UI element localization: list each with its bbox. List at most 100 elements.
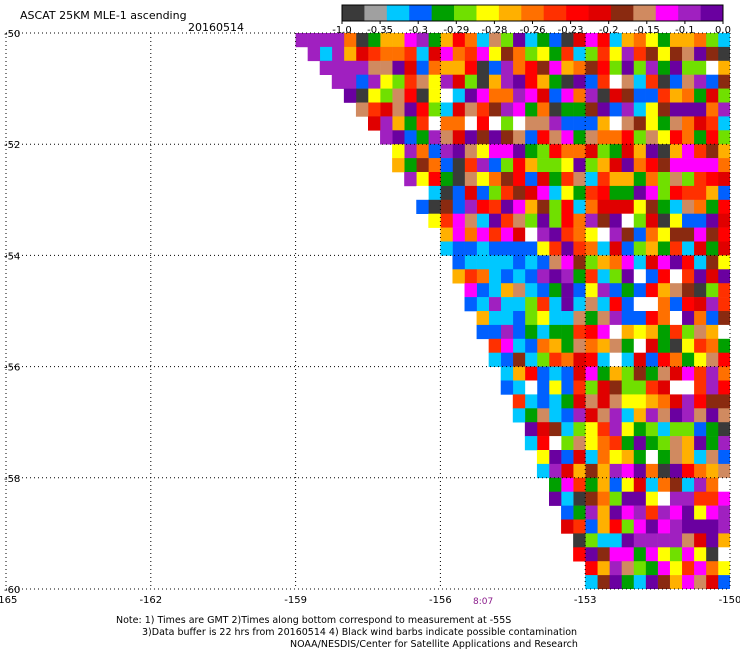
heatmap-cell <box>633 255 646 270</box>
heatmap-cell <box>657 463 670 479</box>
heatmap-cell <box>488 297 502 312</box>
heatmap-cell <box>621 561 634 576</box>
heatmap-cell <box>693 366 707 381</box>
heatmap-cell <box>621 505 634 520</box>
heatmap-cell <box>428 172 441 187</box>
heatmap-cell <box>476 60 489 75</box>
heatmap-cell <box>500 338 514 353</box>
heatmap-cell <box>717 436 730 451</box>
y-tick-label: -50 <box>4 29 20 40</box>
heatmap-cell <box>524 366 538 381</box>
heatmap-cell <box>428 33 441 48</box>
heatmap-cell <box>621 366 634 381</box>
heatmap-cell <box>549 88 562 103</box>
colorbar-swatch <box>521 5 545 21</box>
heatmap-cell <box>717 227 730 242</box>
heatmap-cell <box>392 88 405 103</box>
colorbar-swatch <box>431 5 455 21</box>
heatmap-cell <box>693 33 707 48</box>
heatmap-cell <box>669 505 683 520</box>
heatmap-cell <box>368 88 381 103</box>
heatmap-cell <box>355 60 369 75</box>
heatmap-cell <box>512 116 526 131</box>
heatmap-cell <box>524 241 538 256</box>
heatmap-cell <box>633 366 646 381</box>
heatmap-cell <box>705 255 719 270</box>
heatmap-cell <box>416 102 429 117</box>
heatmap-cell <box>717 519 730 534</box>
heatmap-cell <box>669 130 683 145</box>
heatmap-cell <box>645 547 658 562</box>
heatmap-cell <box>645 408 658 423</box>
heatmap-cell <box>609 46 622 62</box>
heatmap-cell <box>488 144 502 159</box>
heatmap-cell <box>488 46 502 62</box>
heatmap-cell <box>681 33 695 48</box>
heatmap-cell <box>609 575 622 589</box>
heatmap-cell <box>295 33 308 48</box>
heatmap-cell <box>536 144 550 159</box>
heatmap-cell <box>669 283 683 298</box>
heatmap-cell <box>512 130 526 145</box>
heatmap-cell <box>368 46 381 62</box>
heatmap-cell <box>488 116 502 131</box>
heatmap-cell <box>573 283 586 298</box>
heatmap-cell <box>621 241 634 256</box>
heatmap-cell <box>585 408 598 423</box>
note-line-2: 3)Data buffer is 22 hrs from 20160514 4)… <box>142 627 578 638</box>
heatmap-cell <box>561 213 574 228</box>
heatmap-cell <box>609 394 622 409</box>
heatmap-cell <box>536 185 550 201</box>
heatmap-cell <box>416 46 429 62</box>
heatmap-cell <box>452 60 465 75</box>
colorbar-swatch <box>543 5 567 21</box>
heatmap-cell <box>597 297 610 312</box>
colorbar-label: -1.0 <box>332 25 352 36</box>
colorbar-swatch <box>700 5 724 21</box>
heatmap-cell <box>645 60 658 75</box>
heatmap-cell <box>645 394 658 409</box>
heatmap-cell <box>319 33 333 48</box>
heatmap-cell <box>512 380 526 395</box>
heatmap-cell <box>633 463 646 479</box>
heatmap-cell <box>331 74 345 89</box>
heatmap-cell <box>645 491 658 506</box>
heatmap-cell <box>681 561 695 576</box>
heatmap-cell <box>717 477 730 492</box>
heatmap-cell <box>597 505 610 520</box>
heatmap-cell <box>488 158 502 173</box>
heatmap-cell <box>549 116 562 131</box>
heatmap-cell <box>681 241 695 256</box>
y-tick-label: -60 <box>4 585 20 596</box>
heatmap-cell <box>657 144 670 159</box>
heatmap-cell <box>693 311 707 326</box>
heatmap-cell <box>428 74 441 89</box>
heatmap-cell <box>512 185 526 201</box>
heatmap-cell <box>464 116 477 131</box>
heatmap-cell <box>536 130 550 145</box>
heatmap-cell <box>597 241 610 256</box>
heatmap-cell <box>464 269 477 284</box>
heatmap-cell <box>693 185 707 201</box>
heatmap-cell <box>645 116 658 131</box>
heatmap-cell <box>512 60 526 75</box>
heatmap-cell <box>633 436 646 451</box>
heatmap-cell <box>681 269 695 284</box>
heatmap-cell <box>524 227 538 242</box>
heatmap-cell <box>428 88 441 103</box>
heatmap-cell <box>512 297 526 312</box>
heatmap-cell <box>549 172 562 187</box>
heatmap-cell <box>476 88 489 103</box>
heatmap-cell <box>705 102 719 117</box>
heatmap-cell <box>573 297 586 312</box>
heatmap-cell <box>416 74 429 89</box>
heatmap-cell <box>633 450 646 465</box>
heatmap-cell <box>633 172 646 187</box>
heatmap-cell <box>512 213 526 228</box>
heatmap-cell <box>549 158 562 173</box>
heatmap-cell <box>585 575 598 589</box>
heatmap-cell <box>681 491 695 506</box>
heatmap-cell <box>669 241 683 256</box>
heatmap-cell <box>500 158 514 173</box>
heatmap-cell <box>645 505 658 520</box>
